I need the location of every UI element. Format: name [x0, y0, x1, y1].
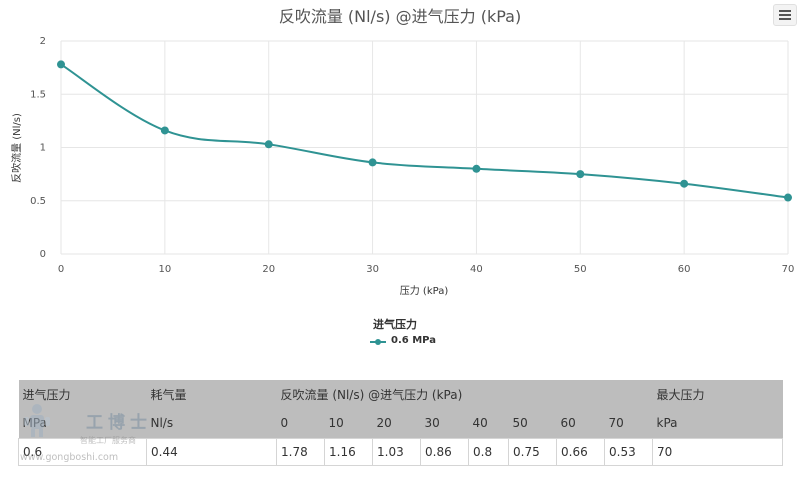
- y-tick-label: 2: [40, 36, 46, 47]
- table-cell: 1.16: [324, 437, 373, 466]
- series-line: [60, 63, 789, 199]
- table-cell: 0.86: [420, 437, 469, 466]
- data-point: [368, 158, 377, 167]
- x-tick-label: 30: [366, 264, 379, 275]
- table-cell: 0.44: [146, 437, 277, 466]
- header-air-consumption: 耗气量: [146, 380, 277, 409]
- y-tick-label: 1.5: [30, 89, 46, 100]
- unit-cell: 30: [420, 409, 469, 438]
- data-point: [472, 164, 481, 173]
- x-tick-label: 20: [262, 264, 275, 275]
- y-tick-label: 1: [40, 143, 46, 154]
- header-max-pressure: 最大压力: [652, 380, 783, 409]
- x-axis-title: 压力 (kPa): [400, 284, 449, 297]
- unit-cell: 60: [556, 409, 605, 438]
- data-point: [784, 193, 792, 202]
- unit-cell: 0: [276, 409, 325, 438]
- data-point: [57, 60, 65, 69]
- x-tick-label: 0: [58, 264, 64, 275]
- data-point: [264, 140, 273, 149]
- unit-cell: 40: [468, 409, 509, 438]
- table-cell: 0.8: [468, 437, 509, 466]
- x-tick-label: 40: [470, 264, 483, 275]
- chart-title: 反吹流量 (Nl/s) @进气压力 (kPa): [278, 7, 522, 26]
- legend-label: 0.6 MPa: [391, 335, 436, 346]
- chart-container: 反吹流量 (Nl/s) @进气压力 (kPa) 0 0.5 1 1.5 2 0 10 20 30…: [10, 4, 797, 297]
- header-purge-flow: 反吹流量 (Nl/s) @进气压力 (kPa): [276, 380, 653, 409]
- hamburger-menu-icon[interactable]: [773, 4, 797, 26]
- unit-cell: MPa: [18, 409, 147, 438]
- table-header-row: 进气压力 耗气量 反吹流量 (Nl/s) @进气压力 (kPa) 最大压力: [18, 380, 783, 409]
- x-tick-label: 50: [574, 264, 587, 275]
- data-point: [576, 170, 585, 179]
- x-tick-label: 70: [782, 264, 795, 275]
- table-row: 0.6 0.44 1.78 1.16 1.03 0.86 0.8 0.75 0.…: [18, 437, 783, 466]
- legend-title: 进气压力: [373, 318, 417, 331]
- data-point: [160, 126, 169, 135]
- spec-table: 进气压力 耗气量 反吹流量 (Nl/s) @进气压力 (kPa) 最大压力 MP…: [18, 380, 783, 466]
- x-tick-label: 60: [678, 264, 691, 275]
- unit-cell: kPa: [652, 409, 783, 438]
- unit-cell: 70: [604, 409, 653, 438]
- header-inlet-pressure: 进气压力: [18, 380, 147, 409]
- table-cell: 1.03: [372, 437, 421, 466]
- table-cell: 1.78: [276, 437, 325, 466]
- unit-cell: 50: [508, 409, 557, 438]
- table-cell: 0.75: [508, 437, 557, 466]
- unit-cell: 10: [324, 409, 373, 438]
- y-axis-title: 反吹流量 (Nl/s): [10, 113, 23, 183]
- unit-cell: Nl/s: [146, 409, 277, 438]
- y-tick-label: 0.5: [30, 196, 46, 207]
- legend-line-marker-icon: [370, 339, 386, 345]
- y-tick-label: 0: [40, 249, 46, 260]
- table-cell: 0.66: [556, 437, 605, 466]
- table-cell: 0.6: [18, 437, 147, 466]
- unit-cell: 20: [372, 409, 421, 438]
- data-point: [680, 179, 689, 188]
- table-unit-row: MPa Nl/s 0 10 20 30 40 50 60 70 kPa: [18, 409, 783, 438]
- table-cell: 70: [652, 437, 783, 466]
- x-tick-label: 10: [158, 264, 171, 275]
- table-cell: 0.53: [604, 437, 653, 466]
